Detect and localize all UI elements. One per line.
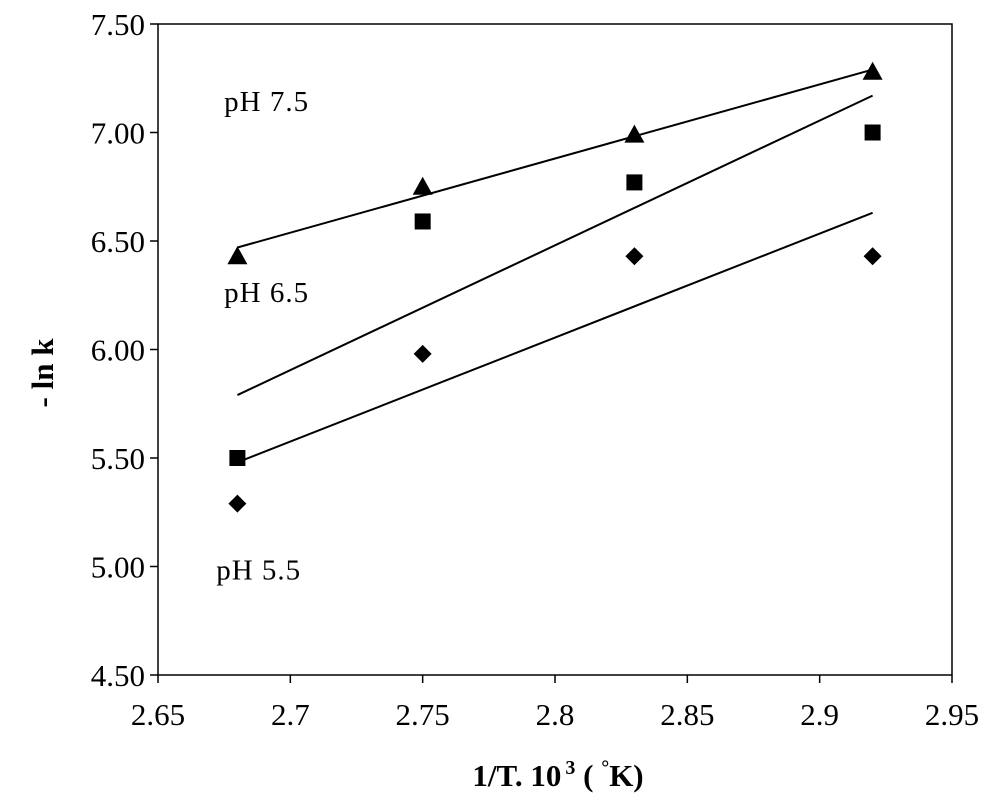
square-marker (626, 174, 643, 191)
series-annotation: pH 6.5 (224, 277, 309, 309)
y-tick-label: 5.50 (91, 441, 145, 476)
x-axis: 2.65 2.7 2.75 2.8 2.85 2.9 2.95 (131, 675, 979, 732)
x-tick-label: 2.9 (800, 697, 839, 732)
x-axis-title-suffix: K) (609, 758, 643, 793)
x-axis-title-prefix: 1/T. 10 (472, 758, 561, 793)
square-marker (864, 124, 881, 141)
x-tick-label: 2.8 (536, 697, 575, 732)
trendlines (236, 68, 874, 464)
y-tick-label: 5.00 (91, 550, 145, 585)
trendline-diamond (237, 211, 873, 464)
trendline-square (236, 94, 874, 396)
y-tick-label: 7.00 (91, 116, 145, 151)
data-markers (227, 61, 883, 513)
x-tick-label: 2.95 (925, 697, 979, 732)
x-tick-label: 2.75 (396, 697, 450, 732)
square-marker (229, 450, 246, 466)
diamond-marker (625, 247, 644, 266)
x-axis-title-degree: ° (601, 757, 609, 779)
triangle-marker (227, 246, 248, 265)
y-tick-label: 7.50 (91, 7, 145, 42)
x-tick-label: 2.7 (271, 697, 310, 732)
series-annotation: pH 5.5 (216, 555, 301, 587)
x-axis-title-paren: ( (575, 758, 601, 793)
y-axis: 4.50 5.00 5.50 6.00 6.50 7.00 7.50 (91, 7, 158, 693)
diamond-marker (228, 494, 247, 513)
diamond-marker (413, 344, 432, 363)
triangle-marker (412, 176, 433, 195)
x-axis-title-superscript: 3 (565, 757, 575, 779)
x-tick-label: 2.85 (660, 697, 714, 732)
y-tick-label: 4.50 (91, 658, 145, 693)
x-tick-label: 2.65 (131, 697, 185, 732)
diamond-marker (863, 247, 882, 266)
triangle-marker (624, 124, 645, 143)
y-tick-label: 6.00 (91, 333, 145, 368)
series-annotation: pH 7.5 (224, 86, 309, 118)
annotations: pH 7.5 pH 6.5 pH 5.5 (216, 86, 309, 587)
y-axis-title: - ln k (25, 338, 60, 408)
square-marker (414, 213, 431, 230)
triangle-marker (862, 61, 883, 80)
x-axis-title: 1/T. 10 3 ( °K) (472, 757, 643, 793)
trendline-triangle (237, 68, 873, 249)
y-tick-label: 6.50 (91, 224, 145, 259)
